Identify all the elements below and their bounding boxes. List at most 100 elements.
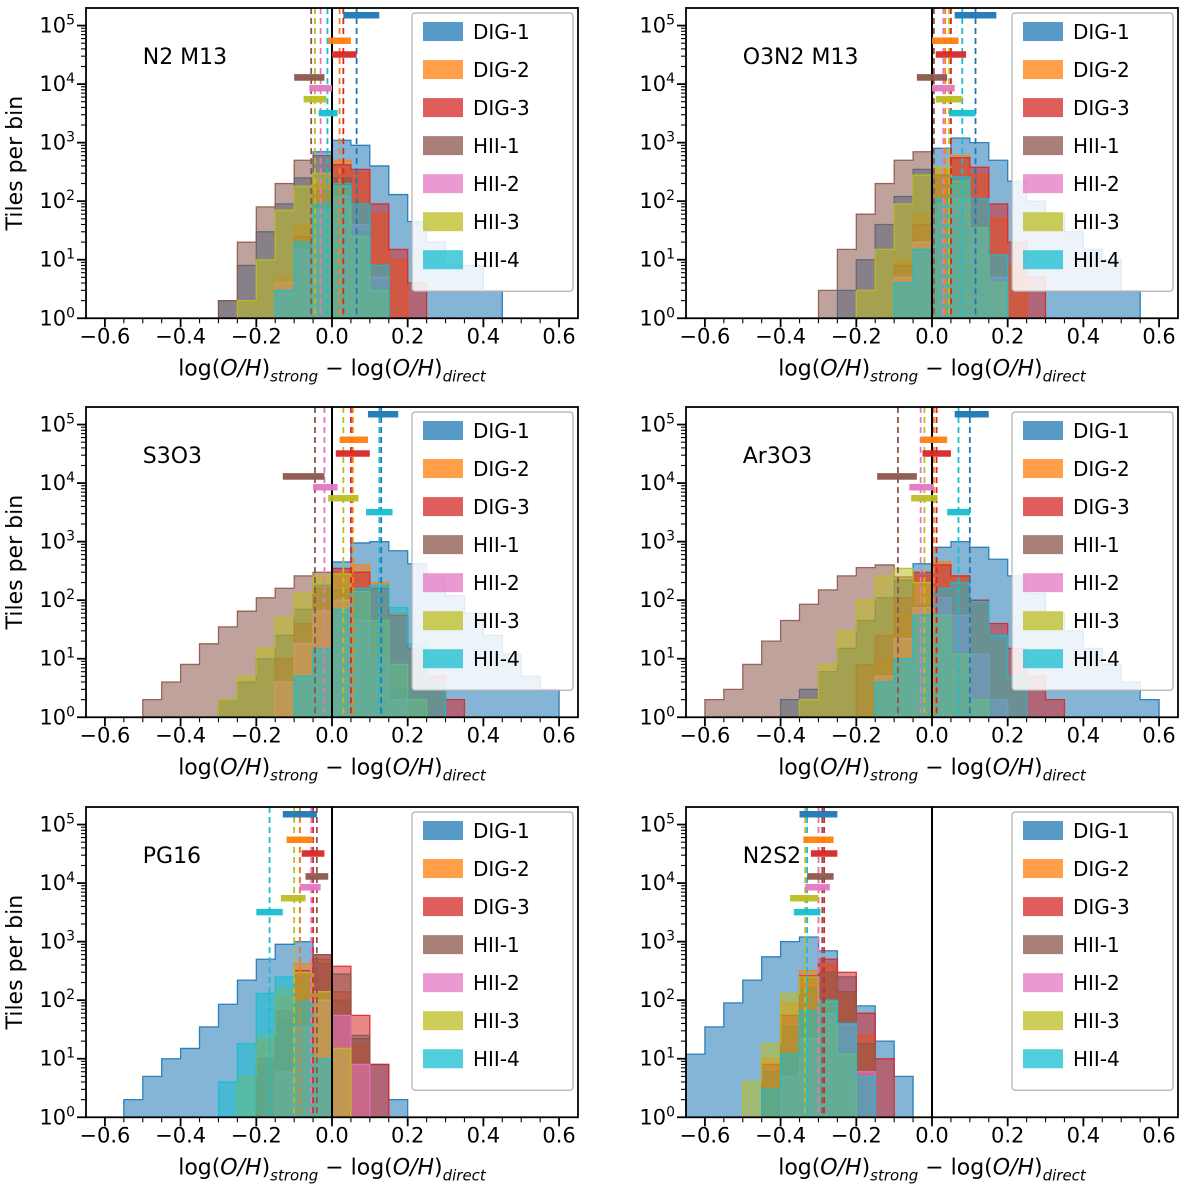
panel-N2-M13: N2 M13 DIG-1 DIG-2 DIG-3 HII-1 HII-2 HII-3 HII-… [0, 0, 600, 399]
x-axis-label-part: log( [351, 756, 393, 781]
legend-label-DIG-1: DIG-1 [473, 419, 530, 443]
legend-label-DIG-2: DIG-2 [473, 457, 530, 481]
x-tick-label: 0.4 [467, 1123, 500, 1147]
y-tick-base: 10 [639, 131, 666, 155]
y-tick-label: 105 [39, 811, 75, 836]
y-tick-base: 10 [639, 1105, 666, 1129]
x-axis-label-part: ) [1034, 756, 1043, 781]
y-tick-base: 10 [639, 14, 666, 38]
y-tick-base: 10 [39, 131, 66, 155]
panel-svg-3: S3O3 DIG-1 DIG-2 DIG-3 HII-1 HII-2 HII-3 HII-4 −… [3, 406, 579, 785]
y-tick-label: 102 [639, 588, 675, 613]
legend-label-HII-1: HII-1 [1073, 134, 1120, 158]
y-tick-base: 10 [639, 530, 666, 554]
y-tick-label: 103 [639, 529, 675, 554]
y-tick-exponent: 2 [66, 588, 75, 604]
x-tick-label: 0.2 [991, 1123, 1024, 1147]
x-tick-label: 0.6 [1142, 324, 1175, 348]
y-tick-label: 101 [39, 646, 75, 671]
legend-swatch-HII-3 [1023, 212, 1063, 232]
panel-label: N2 M13 [143, 45, 227, 70]
y-tick-label: 102 [39, 588, 75, 613]
legend-label-DIG-3: DIG-3 [1073, 895, 1130, 919]
y-tick-exponent: 1 [666, 646, 675, 662]
legend-label-HII-4: HII-4 [1073, 1047, 1120, 1071]
y-tick-exponent: 5 [666, 412, 675, 428]
panel-label: O3N2 M13 [743, 45, 859, 70]
legend-swatch-HII-2 [1023, 573, 1063, 593]
legend-swatch-HII-4 [1023, 1048, 1063, 1068]
legend-label-DIG-1: DIG-1 [1073, 20, 1130, 44]
y-tick-label: 103 [639, 130, 675, 155]
panel-svg-1: N2 M13 DIG-1 DIG-2 DIG-3 HII-1 HII-2 HII-3 HII-… [3, 7, 579, 385]
y-tick-label: 102 [639, 987, 675, 1012]
y-tick-label: 100 [39, 1104, 75, 1129]
y-tick-exponent: 3 [66, 928, 75, 944]
x-axis-label-part: ) [862, 356, 871, 381]
x-axis-label-part: − [318, 356, 350, 381]
y-axis-label: Tiles per bin [3, 495, 28, 631]
x-tick-label: −0.6 [679, 1123, 730, 1147]
y-tick-base: 10 [39, 413, 66, 437]
x-axis-label-subscript: strong [270, 1166, 318, 1184]
x-tick-label: −0.6 [79, 724, 130, 748]
x-axis-label-part: O/H [220, 756, 261, 781]
x-tick-label: 0.0 [915, 324, 948, 348]
y-tick-exponent: 1 [66, 646, 75, 662]
x-axis-label-part: log( [778, 356, 820, 381]
legend-swatch-HII-4 [1023, 250, 1063, 270]
y-tick-base: 10 [39, 589, 66, 613]
panel-svg-5: PG16 DIG-1 DIG-2 DIG-3 HII-1 HII-2 HII-3 HII-4 −… [3, 805, 579, 1184]
x-axis-label-part: O/H [993, 1155, 1034, 1180]
y-tick-exponent: 4 [66, 870, 75, 886]
legend-swatch-HII-2 [1023, 972, 1063, 992]
y-tick-exponent: 2 [666, 188, 675, 204]
y-tick-exponent: 5 [666, 13, 675, 29]
panel-label: N2S2 [743, 844, 801, 869]
legend-swatch-DIG-3 [423, 896, 463, 916]
legend-swatch-HII-1 [423, 934, 463, 954]
y-tick-base: 10 [639, 706, 666, 730]
legend-label-DIG-3: DIG-3 [473, 895, 530, 919]
y-tick-base: 10 [639, 306, 666, 330]
x-tick-label: −0.2 [231, 724, 282, 748]
legend-label-HII-1: HII-1 [473, 933, 520, 957]
y-tick-label: 103 [639, 928, 675, 953]
x-axis-label: log(O/H)strong − log(O/H)direct [778, 356, 1087, 385]
x-tick-label: −0.4 [755, 724, 806, 748]
x-axis-label: log(O/H)strong − log(O/H)direct [778, 1155, 1087, 1184]
x-tick-label: 0.2 [991, 724, 1024, 748]
x-axis-label-subscript: direct [1043, 767, 1087, 785]
y-axis-label: Tiles per bin [3, 96, 28, 232]
legend-label-HII-2: HII-2 [1073, 172, 1120, 196]
y-tick-label: 105 [39, 412, 75, 437]
x-axis-label-part: − [318, 756, 350, 781]
legend-swatch-HII-2 [1023, 174, 1063, 194]
x-axis-label-subscript: strong [270, 767, 318, 785]
y-tick-exponent: 4 [66, 71, 75, 87]
histogram-layer [686, 936, 914, 1117]
x-tick-label: 0.0 [915, 1123, 948, 1147]
panel-svg-4: Ar3O3 DIG-1 DIG-2 DIG-3 HII-1 HII-2 HII-3 HII-4… [639, 406, 1179, 785]
legend-swatch-DIG-1 [1023, 22, 1063, 42]
legend-swatch-DIG-3 [423, 98, 463, 118]
y-tick-exponent: 3 [666, 529, 675, 545]
y-tick-label: 101 [39, 1045, 75, 1070]
x-axis-label-part: − [918, 356, 950, 381]
x-tick-label: −0.6 [679, 724, 730, 748]
x-axis-label-subscript: strong [870, 767, 918, 785]
x-axis-label-part: log( [951, 756, 993, 781]
x-tick-label: 0.4 [467, 324, 500, 348]
y-tick-base: 10 [639, 471, 666, 495]
x-tick-label: 0.0 [915, 724, 948, 748]
legend-label-DIG-2: DIG-2 [1073, 58, 1130, 82]
y-tick-base: 10 [39, 647, 66, 671]
y-tick-exponent: 0 [666, 705, 675, 721]
x-axis-label-part: O/H [820, 356, 861, 381]
panel-N2S2: N2S2 DIG-1 DIG-2 DIG-3 HII-1 HII-2 HII-3 HII-4 −… [600, 799, 1200, 1198]
y-tick-base: 10 [639, 248, 666, 272]
y-tick-base: 10 [39, 248, 66, 272]
x-axis-label-part: log( [351, 356, 393, 381]
legend-label-DIG-3: DIG-3 [1073, 96, 1130, 120]
legend-swatch-HII-3 [1023, 1010, 1063, 1030]
